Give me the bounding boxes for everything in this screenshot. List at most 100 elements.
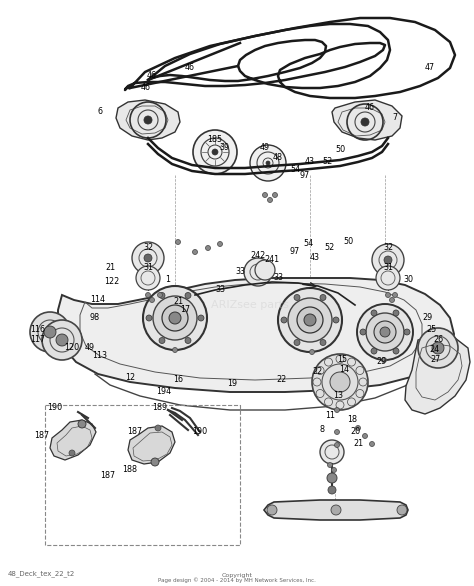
Text: 48: 48 [273,154,283,162]
Circle shape [310,349,315,355]
Circle shape [143,286,207,350]
Circle shape [360,329,366,335]
Text: 39: 39 [219,144,229,152]
Polygon shape [405,335,470,414]
Text: 11: 11 [325,411,335,420]
Polygon shape [128,426,175,464]
Circle shape [151,458,159,466]
Circle shape [316,366,324,374]
Text: 29: 29 [423,314,433,322]
Text: 54: 54 [290,165,300,175]
Circle shape [330,372,350,392]
Circle shape [294,295,300,301]
Circle shape [366,313,404,351]
Circle shape [44,326,56,338]
Text: 21: 21 [173,298,183,306]
Text: 24: 24 [429,346,439,355]
Circle shape [198,315,204,321]
Text: 20: 20 [350,428,360,437]
Text: 116: 116 [30,325,46,335]
Circle shape [218,241,222,247]
Circle shape [418,328,458,368]
Circle shape [78,420,86,428]
Text: 98: 98 [90,314,100,322]
Text: 187: 187 [35,431,50,440]
Text: 7: 7 [392,114,398,122]
Text: 31: 31 [383,264,393,272]
Circle shape [335,407,339,413]
Text: 187: 187 [128,428,143,437]
Circle shape [371,348,377,354]
Circle shape [297,307,323,333]
Text: 190: 190 [47,404,63,413]
Circle shape [144,254,152,262]
Circle shape [432,342,444,354]
Circle shape [169,312,181,324]
Circle shape [363,434,367,438]
Circle shape [359,378,367,386]
Circle shape [146,315,152,321]
Circle shape [347,398,356,406]
Polygon shape [264,500,408,520]
Circle shape [356,390,364,397]
Circle shape [294,339,300,346]
Circle shape [393,310,399,316]
Circle shape [250,145,286,181]
Text: 46: 46 [365,104,375,113]
Text: Copyright: Copyright [221,574,253,578]
Circle shape [356,366,364,374]
Circle shape [192,250,198,254]
Text: 6: 6 [98,107,102,117]
Text: 185: 185 [208,135,223,145]
Text: 29: 29 [377,357,387,366]
Circle shape [361,118,369,126]
Text: 32: 32 [143,244,153,253]
Text: 31: 31 [143,264,153,272]
Text: ARIZsee parts: ARIZsee parts [211,300,289,310]
Circle shape [69,450,75,456]
Circle shape [371,310,377,316]
Text: 33: 33 [215,285,225,295]
Circle shape [288,298,332,342]
Circle shape [320,295,326,301]
Text: 120: 120 [64,343,80,353]
Circle shape [136,266,160,290]
Text: 21: 21 [353,440,363,448]
Circle shape [278,288,342,352]
Circle shape [336,401,344,409]
Text: 22: 22 [277,376,287,384]
Text: 26: 26 [433,336,443,345]
Text: 47: 47 [425,63,435,73]
Text: 52: 52 [325,244,335,253]
Text: 54: 54 [303,240,313,248]
Text: 188: 188 [122,465,137,475]
Text: 32: 32 [383,244,393,253]
Circle shape [316,390,324,397]
Circle shape [153,296,197,340]
Text: 30: 30 [403,275,413,284]
Circle shape [380,327,390,337]
Circle shape [281,317,287,323]
Circle shape [385,292,391,298]
Text: 13: 13 [333,390,343,400]
Circle shape [335,442,339,448]
Circle shape [159,292,165,298]
Polygon shape [50,420,96,460]
Text: 52: 52 [323,158,333,166]
Text: 1: 1 [165,275,171,284]
Circle shape [390,298,394,302]
Circle shape [267,505,277,515]
Circle shape [42,320,82,360]
Text: 8: 8 [319,425,325,434]
Circle shape [173,347,177,353]
Text: 17: 17 [180,305,190,315]
Circle shape [331,505,341,515]
Circle shape [56,334,68,346]
Text: 46: 46 [147,70,157,80]
Text: 50: 50 [343,237,353,247]
Circle shape [193,130,237,174]
Circle shape [382,357,386,363]
Text: 242: 242 [250,251,265,261]
Text: 113: 113 [92,352,108,360]
Circle shape [328,486,336,494]
